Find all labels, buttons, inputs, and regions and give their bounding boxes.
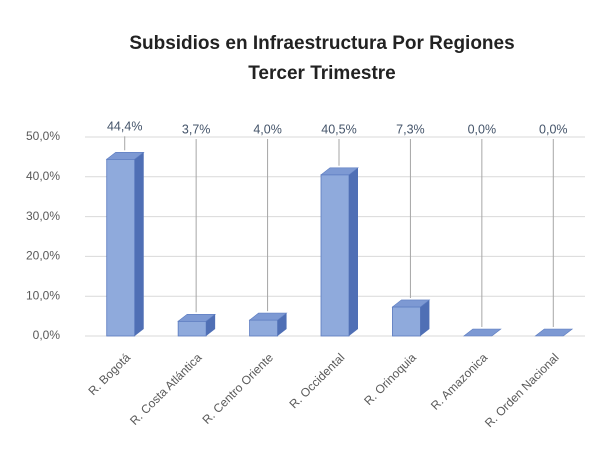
x-tick-label: R. Amazonica — [428, 350, 490, 412]
y-tick-label: 20,0% — [26, 249, 60, 263]
x-tick-label: R. Orinoquia — [361, 350, 419, 408]
value-label: 0,0% — [468, 122, 497, 136]
bar-top — [462, 328, 502, 337]
bar-top — [105, 151, 145, 160]
y-tick-label: 40,0% — [26, 169, 60, 183]
bar-front — [320, 174, 350, 337]
bar-side — [277, 313, 287, 336]
bar-side — [420, 299, 430, 336]
value-label: 7,3% — [396, 122, 425, 136]
value-label: 40,5% — [321, 122, 356, 136]
bar-side — [134, 152, 144, 336]
y-tick-label: 10,0% — [26, 288, 60, 302]
chart-title: Subsidios en Infraestructura Por Regione… — [129, 33, 514, 54]
bar-front — [177, 320, 207, 337]
x-tick-label: R. Bogotá — [85, 350, 133, 398]
x-tick-label: R. Centro Oriente — [200, 350, 277, 427]
y-tick-label: 30,0% — [26, 209, 60, 223]
value-label: 0,0% — [539, 122, 568, 136]
x-tick-label: R. Occidental — [287, 350, 348, 411]
value-label: 4,0% — [253, 122, 282, 136]
x-tick-label: R. Orden Nacional — [482, 350, 562, 430]
bar-front — [392, 306, 421, 337]
value-label: 44,4% — [107, 120, 142, 134]
bar-side — [349, 167, 358, 336]
chart-subtitle: Tercer Trimestre — [248, 63, 396, 84]
bar-top — [177, 313, 217, 322]
y-tick-label: 0,0% — [33, 328, 61, 342]
bar-top — [391, 299, 431, 308]
bar-front — [106, 158, 136, 337]
y-tick-label: 50,0% — [26, 129, 60, 143]
value-label: 3,7% — [182, 122, 211, 136]
bar-top — [248, 312, 288, 321]
bar-front — [249, 319, 278, 337]
bar-top — [320, 167, 359, 176]
x-tick-label: R. Costa Atlántica — [127, 350, 205, 428]
bar-top — [534, 328, 574, 337]
